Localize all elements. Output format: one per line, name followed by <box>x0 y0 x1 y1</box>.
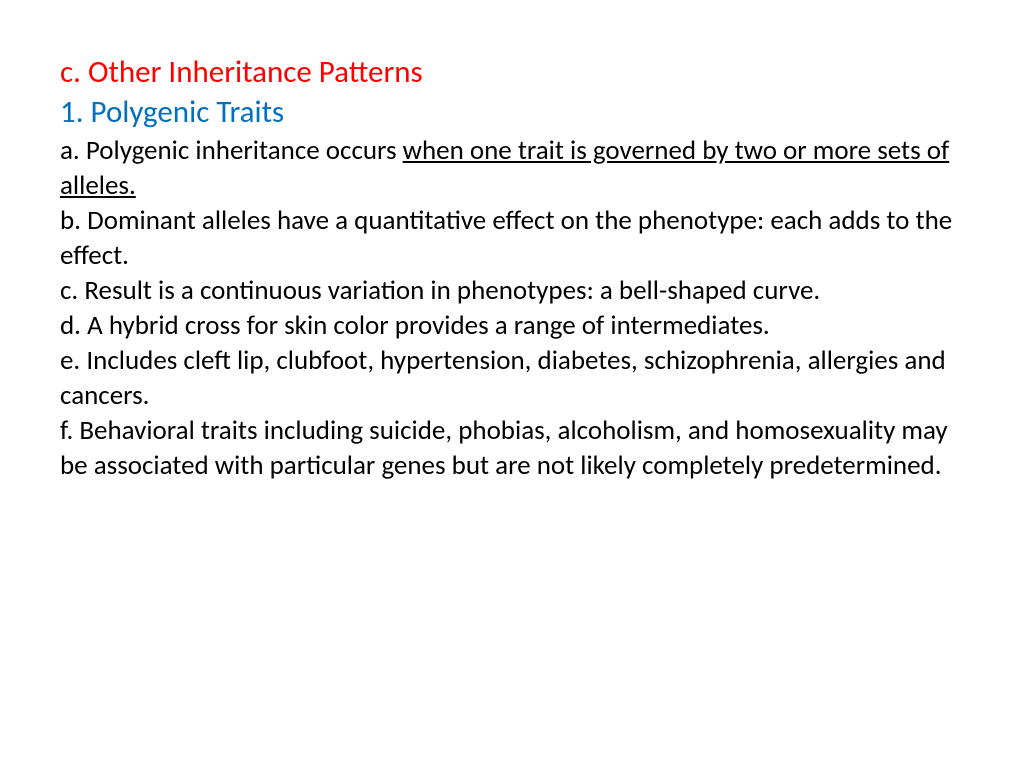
item-e: e. Includes cleft lip, clubfoot, hyperte… <box>60 343 964 413</box>
item-f: f. Behavioral traits including suicide, … <box>60 413 964 483</box>
item-a: a. Polygenic inheritance occurs when one… <box>60 133 964 203</box>
section-heading: c. Other Inheritance Patterns <box>60 52 964 92</box>
item-d: d. A hybrid cross for skin color provide… <box>60 308 964 343</box>
item-b: b. Dominant alleles have a quantitative … <box>60 203 964 273</box>
item-c: c. Result is a continuous variation in p… <box>60 273 964 308</box>
subsection-heading: 1. Polygenic Traits <box>60 92 964 132</box>
item-a-prefix: a. Polygenic inheritance occurs <box>60 134 403 167</box>
